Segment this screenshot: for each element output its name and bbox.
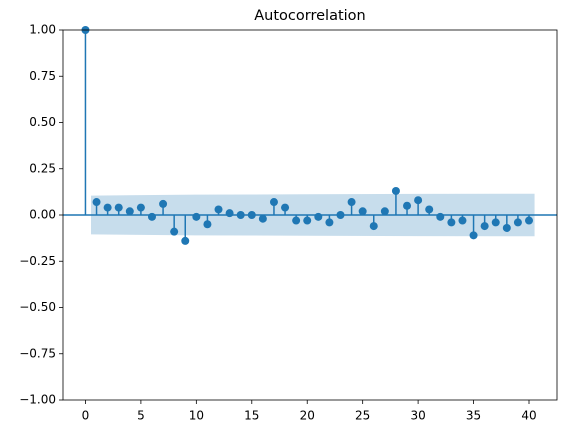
x-tick-label: 15 <box>244 409 259 423</box>
y-tick-label: 0.25 <box>29 161 56 175</box>
stem-marker <box>391 186 400 195</box>
x-tick-label: 30 <box>410 409 425 423</box>
y-tick-label: −0.75 <box>19 346 56 360</box>
x-tick-label: 0 <box>82 409 90 423</box>
x-tick-label: 40 <box>521 409 536 423</box>
stem-marker <box>92 198 101 207</box>
stem-marker <box>236 211 245 219</box>
y-tick-label: 0.75 <box>29 69 56 83</box>
stem-marker <box>436 212 445 221</box>
stem-marker <box>425 205 434 214</box>
stem-marker <box>480 222 489 231</box>
stem-marker <box>103 203 112 212</box>
stem-marker <box>125 207 134 216</box>
stem-marker <box>303 216 312 225</box>
stem-marker <box>203 220 212 229</box>
stem-marker <box>269 198 278 207</box>
x-tick-label: 25 <box>355 409 370 423</box>
chart-title: Autocorrelation <box>254 8 365 24</box>
stem-marker <box>469 231 478 240</box>
stem-marker <box>347 198 356 207</box>
stem-marker <box>136 203 145 212</box>
stem-marker <box>414 196 423 205</box>
y-tick-label: 1.00 <box>29 23 56 37</box>
stem-marker <box>314 212 323 221</box>
stem-marker <box>181 236 190 245</box>
stem-marker <box>336 211 345 219</box>
stem-marker <box>369 222 378 231</box>
y-tick-label: −0.50 <box>19 300 56 314</box>
stem-marker <box>147 212 156 221</box>
stem-marker <box>114 203 123 212</box>
stem-marker <box>325 218 334 227</box>
y-tick-label: 0.00 <box>29 208 56 222</box>
stem-marker <box>380 207 389 216</box>
stem-marker <box>525 216 534 225</box>
stem-marker <box>358 207 367 216</box>
stem-marker <box>170 227 179 236</box>
stem-marker <box>214 205 223 214</box>
stem-marker <box>502 223 511 232</box>
x-tick-label: 10 <box>189 409 204 423</box>
stem-marker <box>247 211 256 219</box>
y-tick-label: −1.00 <box>19 393 56 407</box>
stem-marker <box>159 199 168 208</box>
y-tick-label: 0.50 <box>29 115 56 129</box>
stem-marker <box>281 203 290 212</box>
stem-marker <box>292 216 301 225</box>
x-tick-label: 20 <box>300 409 315 423</box>
stem-marker <box>447 218 456 227</box>
stem-marker <box>403 201 412 210</box>
stem-marker <box>513 218 522 227</box>
x-tick-label: 35 <box>466 409 481 423</box>
stem-marker <box>225 209 234 218</box>
stem-marker <box>491 218 500 227</box>
stem-marker <box>192 212 201 221</box>
y-tick-label: −0.25 <box>19 254 56 268</box>
stem-marker <box>258 214 267 223</box>
x-tick-label: 5 <box>137 409 145 423</box>
stem-marker <box>458 216 467 225</box>
